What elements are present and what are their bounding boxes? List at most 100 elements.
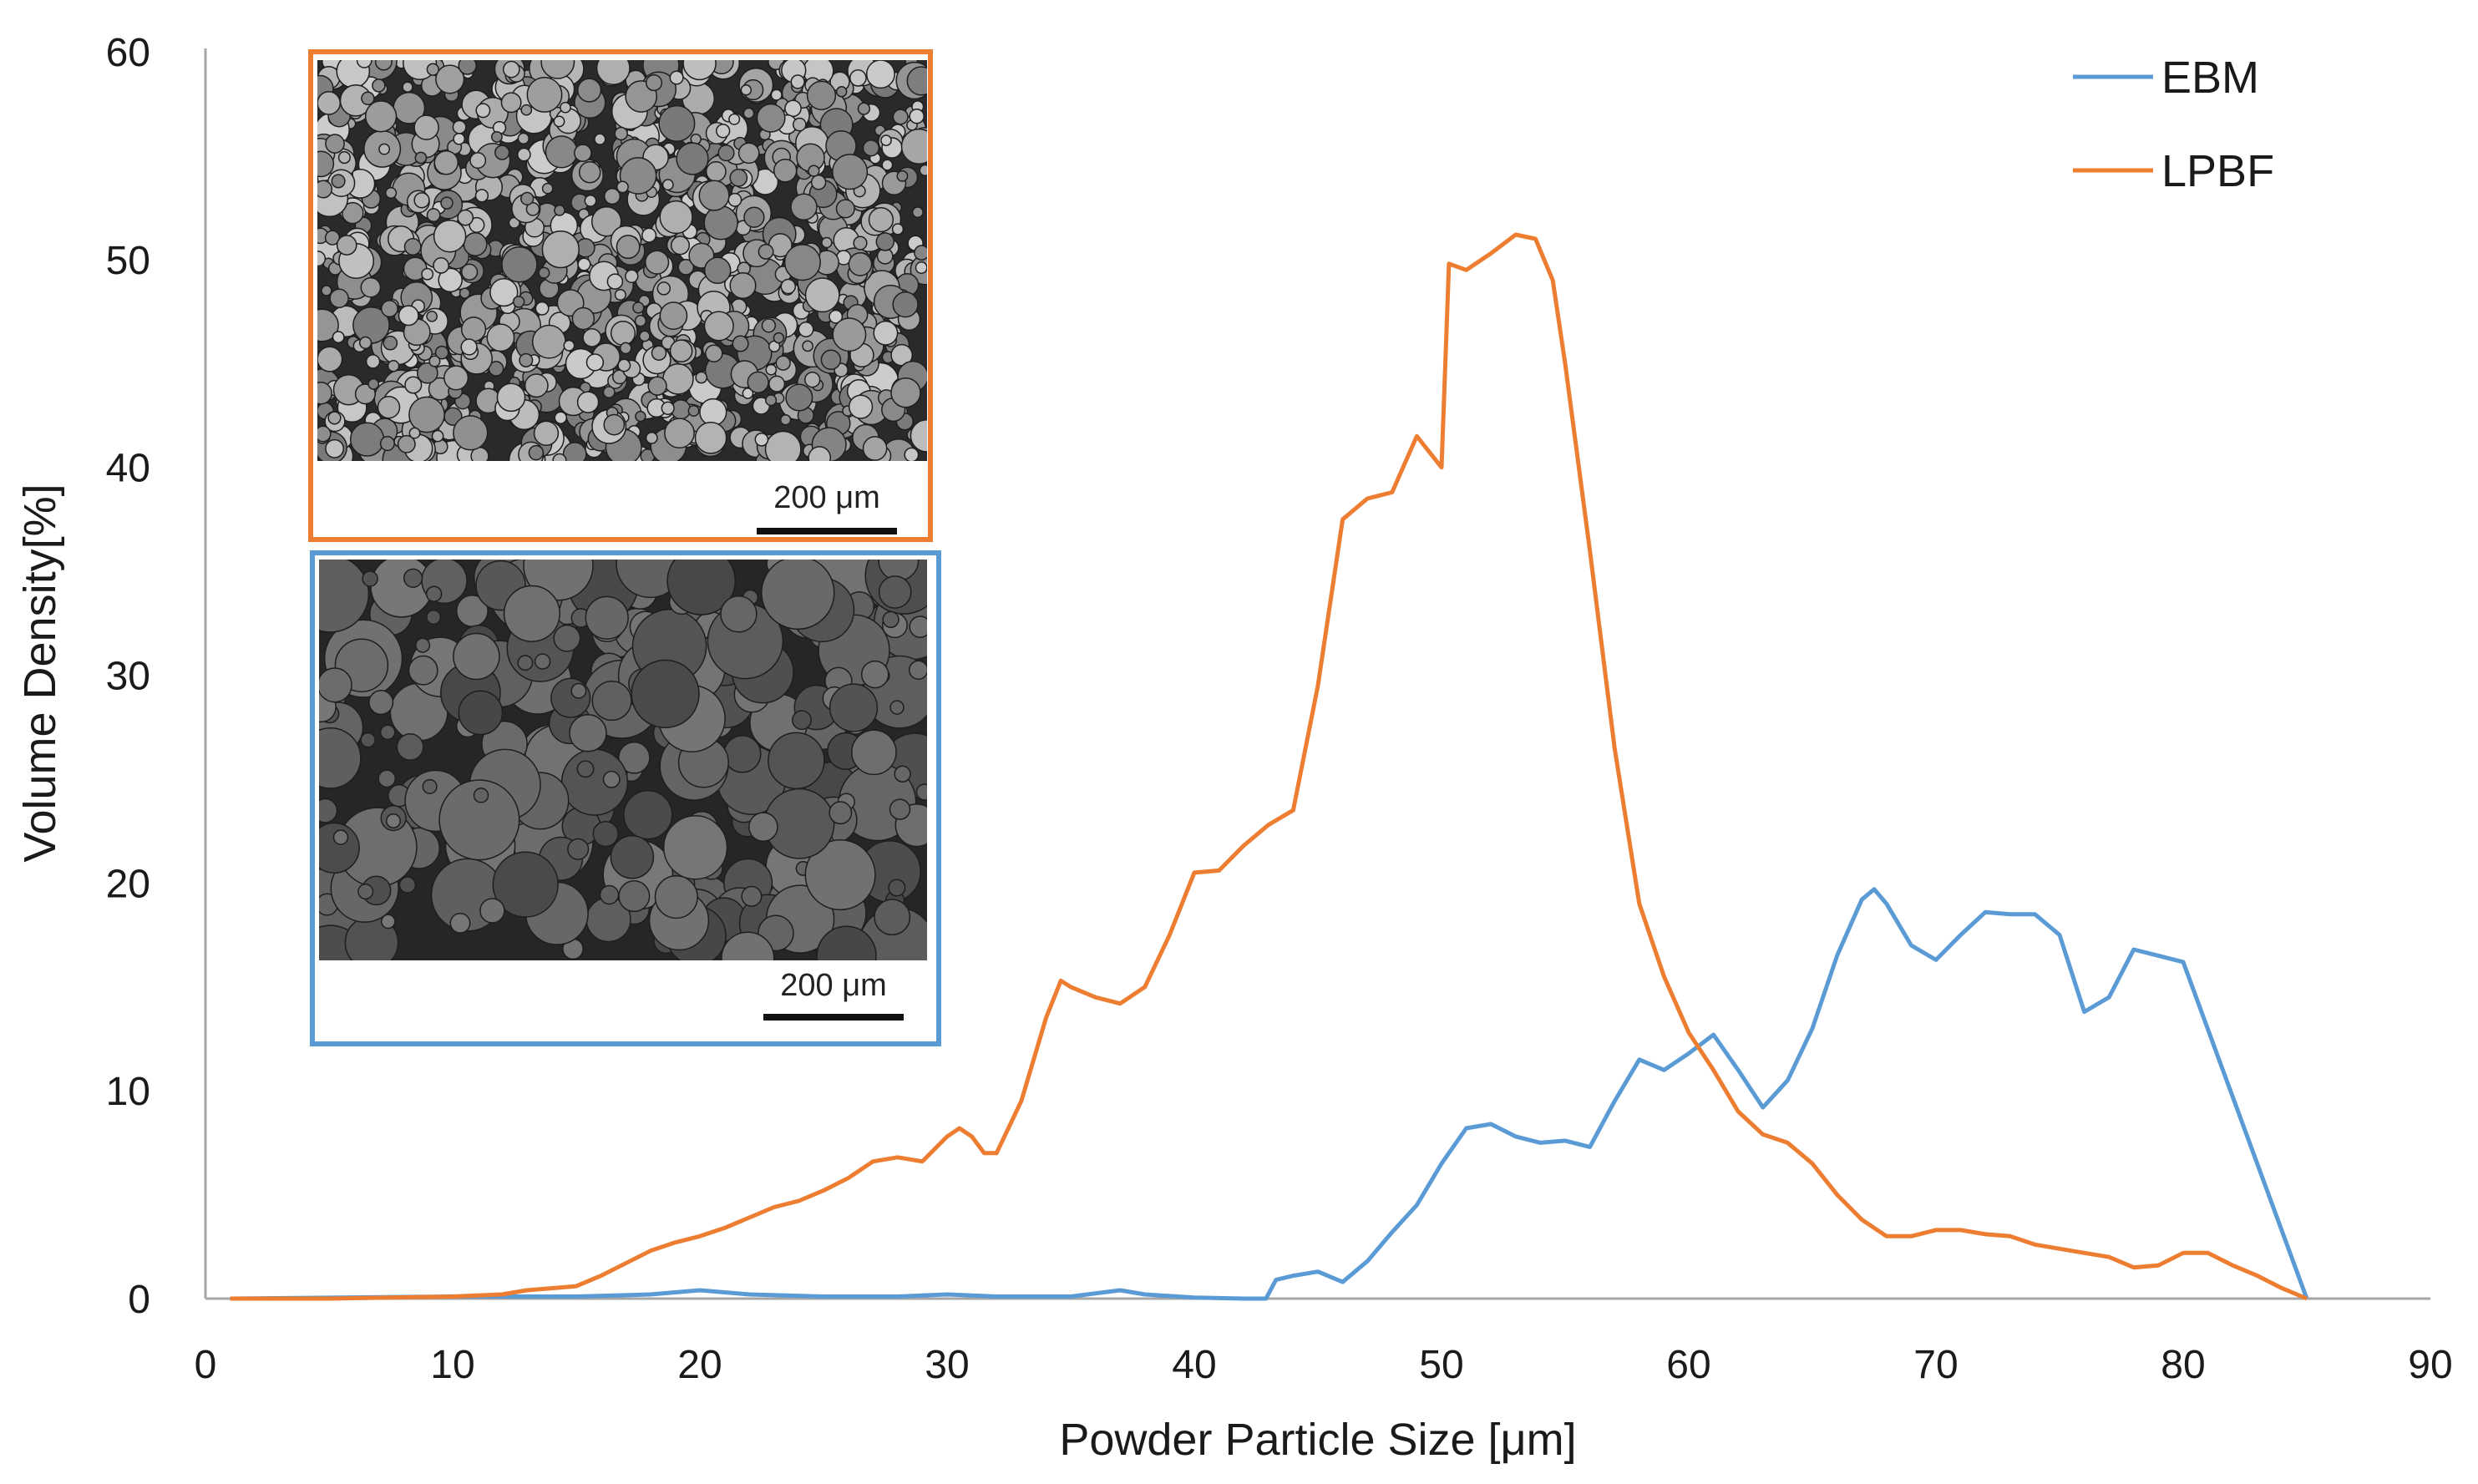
particle xyxy=(804,277,840,313)
particle xyxy=(617,741,651,774)
particle xyxy=(603,413,626,436)
particle xyxy=(453,132,466,145)
particle xyxy=(659,301,688,330)
particle xyxy=(324,230,341,246)
particle xyxy=(517,132,530,145)
particle xyxy=(489,277,519,307)
particle xyxy=(829,801,853,825)
y-tick-label: 20 xyxy=(106,862,150,906)
particle xyxy=(754,432,769,447)
particle xyxy=(460,263,479,281)
particle xyxy=(880,134,892,146)
particle xyxy=(742,107,755,119)
particle xyxy=(732,335,749,352)
particle xyxy=(554,205,565,216)
x-tick-label: 40 xyxy=(1172,1343,1216,1387)
particle xyxy=(848,252,873,276)
particle xyxy=(878,560,920,581)
particle xyxy=(904,447,920,461)
particle xyxy=(820,349,842,371)
particle xyxy=(319,560,370,633)
particle xyxy=(519,352,534,367)
particle xyxy=(496,382,526,413)
particle xyxy=(631,659,700,729)
particle xyxy=(740,84,753,96)
particle xyxy=(426,609,442,626)
particle xyxy=(590,205,622,237)
particle xyxy=(743,206,765,228)
particle xyxy=(909,615,927,638)
particle xyxy=(808,446,832,461)
particle xyxy=(342,201,364,225)
particle xyxy=(768,375,786,393)
particle xyxy=(614,126,628,141)
particle xyxy=(647,376,667,396)
particle xyxy=(474,189,489,203)
particle xyxy=(835,199,855,219)
particle xyxy=(449,912,471,934)
particle xyxy=(531,324,566,359)
particle xyxy=(578,160,601,184)
x-tick-label: 10 xyxy=(430,1343,474,1387)
particle xyxy=(891,223,905,236)
particle xyxy=(721,931,775,960)
particle xyxy=(610,835,655,879)
particle xyxy=(492,851,559,918)
particle xyxy=(662,815,728,880)
particle xyxy=(325,438,345,458)
series-layer xyxy=(230,232,2309,1301)
particle xyxy=(804,839,876,911)
particle xyxy=(658,104,696,142)
particle xyxy=(849,69,867,87)
particle xyxy=(770,89,783,101)
inset-ebm-scale-label: 200 μm xyxy=(780,968,887,1003)
particle xyxy=(365,354,381,369)
particle xyxy=(875,232,895,251)
particle xyxy=(804,372,821,388)
particle xyxy=(358,336,372,350)
particle xyxy=(368,690,394,716)
particle xyxy=(403,238,422,256)
particle xyxy=(364,100,398,133)
particle xyxy=(500,92,522,114)
particle xyxy=(398,876,417,894)
particle xyxy=(728,113,741,125)
particle xyxy=(469,152,487,170)
inset-lpbf: 200 μm xyxy=(308,49,933,542)
particle xyxy=(868,206,894,233)
particle xyxy=(669,70,684,85)
particle xyxy=(761,560,835,631)
particle xyxy=(426,208,441,223)
particle xyxy=(534,653,551,670)
particle xyxy=(599,884,620,905)
particle xyxy=(865,60,895,89)
particle xyxy=(768,732,825,790)
particle xyxy=(458,690,504,736)
particle xyxy=(317,91,342,115)
particle xyxy=(764,430,802,461)
particle xyxy=(378,143,391,155)
y-axis-title: Volume Density[%] xyxy=(15,484,65,862)
particle xyxy=(319,667,352,703)
particle xyxy=(742,387,754,399)
particle xyxy=(385,186,398,200)
particle xyxy=(729,169,748,187)
x-axis-title: Powder Particle Size [μm] xyxy=(1059,1415,1576,1465)
y-tick-label: 30 xyxy=(106,655,150,699)
particle xyxy=(398,305,419,327)
particle xyxy=(408,396,445,433)
particle xyxy=(552,453,567,461)
particle xyxy=(329,288,349,309)
particle xyxy=(331,174,346,189)
particle xyxy=(387,359,400,372)
particle xyxy=(422,778,438,794)
particle xyxy=(460,338,478,356)
particle xyxy=(651,345,667,361)
particle xyxy=(562,442,587,461)
particle xyxy=(332,331,345,344)
particle xyxy=(761,318,777,333)
particle xyxy=(457,209,474,226)
particle xyxy=(806,80,837,110)
particle xyxy=(317,251,327,267)
